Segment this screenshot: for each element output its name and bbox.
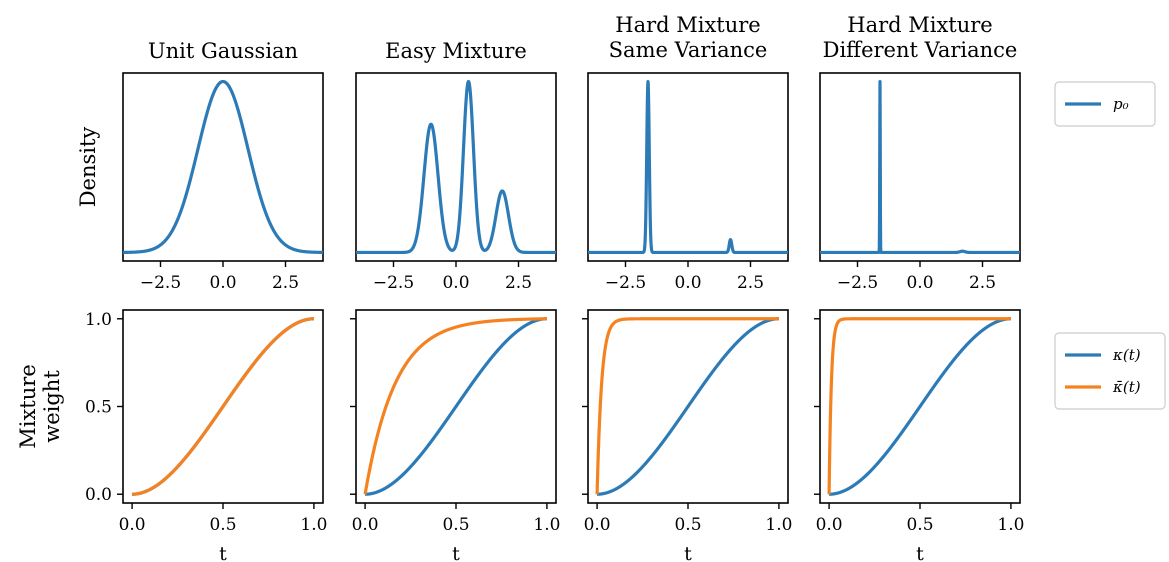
kappa-bar-line (130, 317, 316, 496)
subplot-top-4: Hard Mixture Different Variance −2.5 0.0 2.5 (818, 13, 1022, 293)
x-tick-label: 1.0 (533, 515, 560, 535)
kappa-line (363, 317, 549, 496)
subplot-bottom-2: 0.0 0.5 1.0 t (350, 309, 560, 562)
x-tick-label: 0.0 (584, 515, 611, 535)
legend-label: κ(t) (1112, 346, 1141, 364)
x-tick-label: 0.0 (442, 273, 469, 293)
axes-frame (819, 72, 1021, 262)
x-tick-label: 0.0 (352, 515, 379, 535)
subplot-bottom-4: 0.0 0.5 1.0 t (814, 309, 1024, 562)
x-tick-label: 0.0 (119, 515, 146, 535)
density-line (818, 79, 1022, 255)
x-tick-label: 0.0 (816, 515, 843, 535)
x-tick-label: 1.0 (765, 515, 792, 535)
x-tick-label: −2.5 (373, 273, 414, 293)
subplot-bottom-3: 0.0 0.5 1.0 t (582, 309, 792, 562)
x-tick-label: 0.5 (442, 515, 469, 535)
x-tick-label: 2.5 (272, 273, 299, 293)
x-axis-label: t (219, 543, 227, 562)
y-tick-label: 1.0 (85, 310, 112, 330)
x-tick-label: 0.5 (209, 515, 236, 535)
kappa-line (827, 317, 1013, 496)
x-tick-label: −2.5 (140, 273, 181, 293)
legend-box (1054, 81, 1156, 127)
x-tick-label: 2.5 (737, 273, 764, 293)
axes-frame (355, 72, 557, 262)
legend-label: κ̄(t) (1112, 378, 1141, 396)
legend-mixture-weight: κ(t) κ̄(t) (1054, 332, 1166, 410)
subplot-title: Hard Mixture Different Variance (823, 13, 1018, 62)
legend-label: p₀ (1113, 95, 1129, 113)
x-tick-label: 0.0 (209, 273, 236, 293)
subplot-bottom-1: 0.0 0.5 1.0 t 0.0 0.5 1.0 Mixtureweight (16, 309, 327, 562)
x-tick-label: 0.5 (674, 515, 701, 535)
density-line (586, 79, 790, 255)
x-tick-label: 2.5 (969, 273, 996, 293)
x-tick-label: −2.5 (605, 273, 646, 293)
x-axis-label: t (916, 543, 924, 562)
axes-frame (587, 72, 789, 262)
x-tick-label: 1.0 (997, 515, 1024, 535)
x-axis-label: t (684, 543, 692, 562)
kappa-bar-line (595, 317, 781, 495)
y-axis-label: Density (76, 127, 100, 208)
subplot-title: Easy Mixture (385, 39, 527, 63)
kappa-line (595, 317, 781, 496)
x-tick-label: −2.5 (837, 273, 878, 293)
kappa-bar-line (363, 317, 549, 495)
legend-box (1054, 332, 1166, 410)
x-axis-label: t (452, 543, 460, 562)
x-tick-label: 0.5 (906, 515, 933, 535)
subplot-top-2: Easy Mixture −2.5 0.0 2.5 (354, 39, 558, 293)
panels: Unit Gaussian −2.5 0.0 2.5 Density Easy Mixtu… (16, 13, 1024, 562)
density-line (354, 79, 558, 255)
x-tick-label: 2.5 (505, 273, 532, 293)
axes-frame (122, 72, 324, 262)
x-tick-label: 0.0 (906, 273, 933, 293)
y-axis-label: Mixtureweight (16, 364, 64, 449)
y-tick-label: 0.0 (85, 485, 112, 505)
x-tick-label: 1.0 (300, 515, 327, 535)
subplot-top-3: Hard Mixture Same Variance −2.5 0.0 2.5 (586, 13, 790, 293)
density-line (121, 79, 325, 254)
x-tick-label: 0.0 (674, 273, 701, 293)
y-tick-label: 0.5 (85, 398, 112, 418)
kappa-bar-line (827, 317, 1013, 495)
legend-density: p₀ (1054, 81, 1156, 127)
subplot-top-1: Unit Gaussian −2.5 0.0 2.5 Density (76, 39, 325, 293)
subplot-title: Hard Mixture Same Variance (609, 13, 768, 62)
subplot-title: Unit Gaussian (148, 39, 298, 63)
